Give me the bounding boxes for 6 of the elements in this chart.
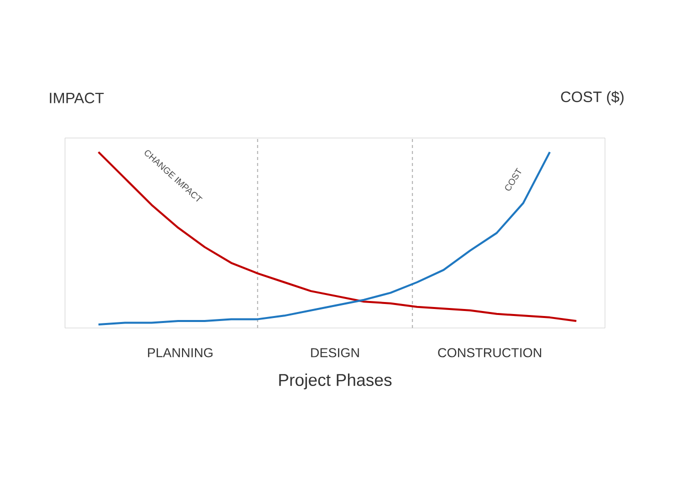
y-axis-title: IMPACT bbox=[50, 92, 104, 104]
y2-axis-title: COST ($) bbox=[561, 90, 624, 106]
text: DESIGN bbox=[311, 348, 359, 358]
text: PLANNING bbox=[148, 348, 212, 358]
text: CONSTRUCTION bbox=[438, 348, 542, 358]
x-axis-title: Project Phases bbox=[279, 374, 392, 390]
